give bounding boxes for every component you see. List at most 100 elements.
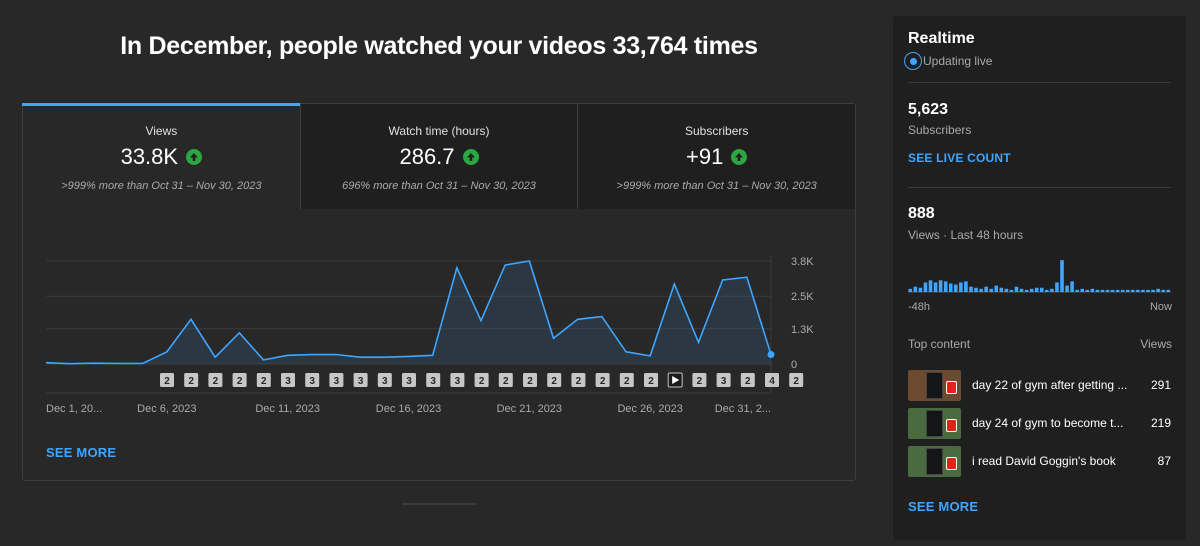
realtime-bar (954, 284, 958, 292)
divider (908, 82, 1171, 83)
top-content-item[interactable]: i read David Goggin's book 87 (908, 444, 1171, 478)
realtime-bar (974, 287, 978, 292)
area-fill (46, 261, 771, 364)
realtime-bar (1131, 289, 1135, 292)
subscriber-count: 5,623 (908, 101, 949, 118)
upload-marker: 2 (160, 373, 174, 387)
upload-marker: 2 (498, 373, 513, 387)
x-tick-label: Dec 6, 2023 (137, 403, 196, 415)
upload-marker: 2 (232, 373, 247, 387)
series-line (45, 260, 772, 365)
realtime-bar (1156, 288, 1160, 292)
carousel-indicator (402, 503, 476, 505)
realtime-bar (1004, 288, 1009, 292)
realtime-bar (1136, 289, 1140, 292)
realtime-bar (923, 282, 928, 292)
svg-text:3: 3 (406, 376, 412, 387)
realtime-views-label: Views · Last 48 hours (908, 228, 1024, 242)
views-chart: 0 1.3K 2.5K 3.8K 2 2 2 2 2 3 3 3 3 3 3 3 3 2 2 2 2 2 2 2 2 2 3 2 4 2 D… (45, 256, 814, 415)
svg-text:2: 2 (164, 376, 170, 387)
realtime-bar (989, 288, 993, 292)
upload-marker: 2 (208, 373, 223, 387)
tab-label: Watch time (hours) (388, 124, 490, 138)
video-title: i read David Goggin's book (972, 454, 1116, 468)
realtime-bar (1029, 288, 1034, 292)
realtime-bar (908, 288, 913, 292)
analytics-card: Views 33.8K >999% more than Oct 31 – Nov… (22, 103, 856, 481)
upload-marker: 2 (789, 373, 804, 387)
svg-text:2: 2 (745, 376, 751, 387)
see-live-count-button[interactable]: SEE LIVE COUNT (908, 151, 1011, 165)
svg-text:2: 2 (237, 376, 243, 387)
play-marker-icon (667, 372, 683, 388)
metric-tabs: Views 33.8K >999% more than Oct 31 – Nov… (22, 103, 856, 209)
svg-text:2: 2 (697, 376, 703, 387)
video-title: day 22 of gym after getting ... (972, 378, 1128, 392)
svg-text:2: 2 (624, 376, 630, 387)
realtime-bar (1065, 285, 1069, 292)
upload-marker: 3 (329, 373, 344, 387)
upload-marker: 2 (644, 373, 658, 387)
upload-marker: 2 (571, 373, 586, 387)
upload-marker: 2 (547, 373, 562, 387)
y-tick-label: 1.3K (791, 324, 814, 336)
realtime-bar (1034, 287, 1039, 292)
svg-text:2: 2 (261, 376, 267, 387)
realtime-bar (1095, 289, 1100, 292)
realtime-bar (964, 281, 968, 292)
realtime-bar (959, 282, 963, 292)
see-more-button[interactable]: SEE MORE (46, 445, 117, 460)
svg-text:3: 3 (358, 376, 364, 387)
top-content-item[interactable]: day 22 of gym after getting ... 291 (908, 368, 1171, 402)
svg-text:2: 2 (793, 376, 799, 387)
svg-text:2: 2 (188, 376, 194, 387)
tab-views[interactable]: Views 33.8K >999% more than Oct 31 – Nov… (22, 103, 301, 209)
realtime-panel: Realtime Updating live 5,623 Subscribers… (893, 16, 1186, 540)
realtime-bar (1166, 289, 1170, 292)
live-dot-icon (904, 52, 922, 70)
video-views: 291 (1150, 378, 1171, 392)
x-tick-label: Dec 26, 2023 (617, 403, 682, 415)
svg-text:3: 3 (334, 376, 340, 387)
y-tick-label: 2.5K (791, 291, 814, 303)
tab-value: 33.8K (120, 144, 179, 169)
realtime-bar (1019, 288, 1024, 292)
upload-marker: 3 (426, 373, 441, 387)
y-tick-label: 0 (791, 359, 797, 371)
realtime-bar (1080, 288, 1085, 292)
tab-comparison: >999% more than Oct 31 – Nov 30, 2023 (61, 180, 262, 192)
svg-text:2: 2 (648, 376, 654, 387)
realtime-bar (1050, 288, 1054, 292)
upload-marker: 2 (256, 373, 271, 387)
upload-marker: 3 (377, 373, 392, 387)
tab-label: Subscribers (685, 124, 749, 138)
realtime-bar (1125, 289, 1130, 292)
upload-marker: 3 (716, 373, 731, 387)
svg-text:2: 2 (551, 376, 557, 387)
realtime-bar (984, 286, 988, 292)
realtime-see-more-button[interactable]: SEE MORE (908, 499, 979, 514)
tab-watch-time[interactable]: Watch time (hours) 286.7 696% more than … (300, 104, 579, 209)
upload-marker: 3 (402, 373, 416, 387)
realtime-title: Realtime (908, 30, 975, 47)
realtime-bar (969, 286, 973, 292)
x-tick-label: Dec 31, 2... (715, 403, 771, 415)
realtime-bar (1100, 289, 1105, 292)
realtime-bar (999, 287, 1004, 292)
realtime-bar (1151, 289, 1155, 292)
upload-marker: 2 (184, 373, 199, 387)
upload-marker: 4 (765, 373, 779, 387)
upload-marker: 3 (281, 373, 295, 387)
upload-marker: 2 (474, 373, 489, 387)
realtime-bar (1070, 281, 1074, 292)
realtime-bar (948, 283, 953, 292)
realtime-bar (938, 280, 943, 292)
realtime-bar (1110, 289, 1115, 292)
top-content-item[interactable]: day 24 of gym to become t... 219 (908, 406, 1171, 440)
data-point (767, 351, 775, 359)
realtime-bar (1105, 289, 1110, 292)
realtime-bar (1045, 289, 1049, 292)
tab-subscribers[interactable]: Subscribers +91 >999% more than Oct 31 –… (578, 104, 856, 209)
realtime-bar (933, 282, 938, 292)
live-status: Updating live (904, 52, 992, 70)
